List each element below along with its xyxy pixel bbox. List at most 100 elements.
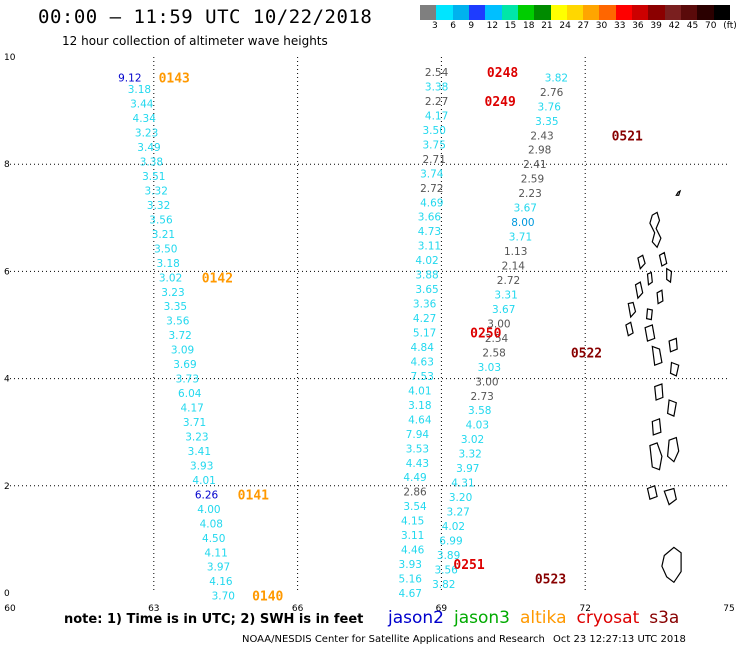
coastline (637, 254, 646, 270)
wave-height-value: 3.73 (176, 374, 199, 386)
wave-height-value: 3.82 (432, 579, 455, 591)
wave-height-value: 3.02 (159, 272, 182, 284)
wave-height-value: 3.23 (185, 431, 208, 443)
legend-label: 45 (686, 21, 699, 31)
coastline (646, 271, 653, 286)
wave-height-value: 3.32 (458, 449, 481, 461)
wave-height-value: 3.32 (147, 200, 170, 212)
legend-swatch (420, 5, 437, 20)
wave-height-value: 2.98 (528, 145, 551, 157)
y-tick-label: 4 (4, 375, 10, 385)
coastline (627, 301, 637, 319)
wave-height-value: 3.97 (207, 562, 230, 574)
coastline (668, 337, 678, 353)
wave-height-value: 4.02 (415, 255, 438, 267)
wave-height-value: 3.88 (415, 270, 438, 282)
wave-height-value: 3.93 (399, 559, 422, 571)
wave-height-value: 6.26 (195, 489, 219, 501)
wave-height-value: 4.50 (202, 533, 225, 545)
y-tick-label: 8 (4, 160, 10, 170)
coastline (651, 417, 662, 436)
y-tick-label: 2 (4, 482, 10, 492)
legend-swatch (517, 5, 535, 20)
legend-label: 36 (632, 21, 644, 31)
y-tick-label: 6 (4, 267, 10, 277)
wave-height-value: 2.23 (518, 188, 541, 200)
wave-height-value: 3.50 (423, 125, 446, 137)
wave-height-value: 3.09 (171, 345, 194, 357)
legend-label: 24 (559, 21, 571, 31)
coastline (658, 251, 668, 267)
wave-height-value: 3.21 (152, 229, 175, 241)
wave-height-value: 3.11 (418, 241, 441, 253)
legend-swatch (697, 5, 714, 20)
wave-height-value: 4.84 (411, 342, 435, 354)
wave-height-value: 3.72 (168, 330, 191, 342)
wave-height-value: 4.16 (209, 576, 233, 588)
legend-label: 33 (614, 21, 626, 31)
wave-height-value: 3.82 (545, 72, 568, 84)
color-legend (420, 5, 730, 20)
credit-line: NOAA/NESDIS Center for Satellite Applica… (242, 634, 545, 645)
coastline (666, 436, 680, 463)
wave-height-value: 4.01 (192, 475, 215, 487)
satellite-legend: jason2 jason3 altika cryosat s3a (388, 608, 689, 628)
satellite-name: cryosat (576, 608, 640, 628)
wave-height-value: 3.53 (406, 443, 429, 455)
legend-swatch (566, 5, 584, 20)
legend-label: 12 (486, 21, 499, 31)
coastline (646, 484, 658, 501)
wave-height-value: 3.20 (449, 492, 472, 504)
x-tick-label: 60 (4, 604, 16, 614)
coastline (666, 399, 677, 417)
wave-height-value: 4.15 (401, 516, 424, 528)
legend-label: 39 (650, 21, 662, 31)
wave-height-value: 3.51 (142, 171, 165, 183)
legend-swatch (632, 5, 649, 20)
legend-label: 6 (450, 21, 456, 31)
wave-height-value: 4.43 (406, 458, 429, 470)
wave-height-value: 3.56 (149, 214, 173, 226)
wave-height-value: 4.73 (418, 226, 441, 238)
satellite-name: jason2 (388, 608, 444, 628)
wave-height-value: 2.86 (403, 487, 427, 499)
wave-height-value: 3.89 (437, 550, 460, 562)
coastline (663, 487, 677, 506)
wave-height-value: 3.31 (494, 289, 517, 301)
pass-time-label: 0523 (535, 573, 566, 588)
wave-height-value: 3.49 (137, 142, 160, 154)
wave-height-value: 7.94 (406, 429, 430, 441)
wave-height-value: 4.69 (420, 197, 443, 209)
wave-height-value: 4.67 (399, 588, 422, 600)
wave-height-value: 3.23 (161, 287, 184, 299)
wave-height-value: 9.12 (118, 72, 141, 84)
legend-label: 3 (432, 21, 438, 31)
wave-height-value: 3.56 (434, 564, 458, 576)
legend-label: 9 (468, 21, 475, 31)
pass-time-label: 0249 (485, 95, 516, 110)
y-tick-label: 0 (4, 589, 10, 599)
pass-time-label: 0248 (487, 66, 518, 81)
wave-height-value: 2.14 (502, 261, 526, 273)
pass-time-label: 0143 (159, 71, 190, 86)
x-tick-label: 75 (723, 604, 734, 614)
wave-height-value: 4.17 (425, 110, 448, 122)
coastline (669, 361, 680, 377)
coastline (625, 321, 634, 337)
legend-swatch (468, 5, 486, 20)
wave-height-value: 4.63 (411, 356, 434, 368)
wave-height-value: 2.76 (540, 87, 564, 99)
wave-height-value: 3.00 (487, 318, 510, 330)
y-tick-label: 10 (4, 53, 16, 63)
legend-label: 30 (595, 21, 608, 31)
wave-height-value: 3.00 (475, 376, 498, 388)
wave-height-value: 3.35 (535, 116, 558, 128)
wave-height-value: 3.66 (418, 212, 442, 224)
legend-swatch (681, 5, 698, 20)
wave-height-value: 2.71 (423, 154, 446, 166)
satellite-name: altika (520, 608, 567, 628)
wave-height-value: 3.27 (446, 507, 469, 519)
pass-time-label: 0521 (612, 129, 643, 144)
legend-swatch (664, 5, 681, 20)
